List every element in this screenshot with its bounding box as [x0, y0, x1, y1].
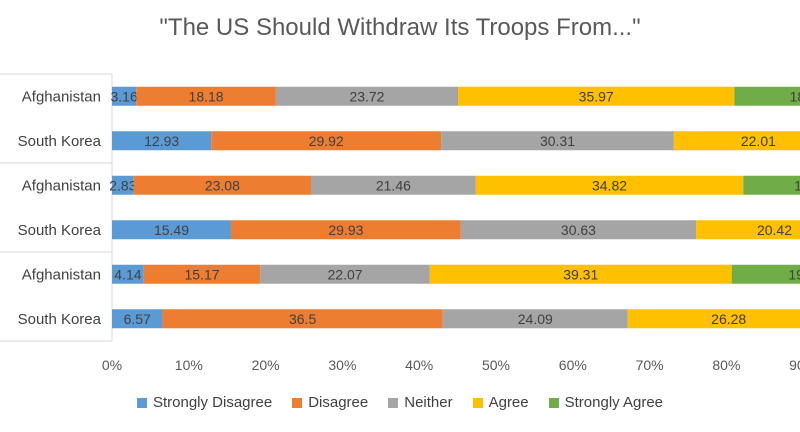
- data-label: 18.97: [790, 88, 800, 104]
- category-label: Afghanistan: [22, 88, 101, 105]
- x-tick-label: 0%: [102, 357, 122, 373]
- bar-segment: [260, 264, 430, 284]
- bar-segment: [310, 175, 476, 195]
- category-label: South Korea: [18, 222, 102, 239]
- category-label: Afghanistan: [22, 177, 101, 194]
- bar-segment: [734, 86, 800, 106]
- category-label: Afghanistan: [22, 266, 101, 283]
- x-tick-label: 90%: [789, 357, 800, 373]
- bar-segment: [143, 264, 261, 284]
- legend-swatch: [136, 397, 147, 408]
- data-label: 4.14: [114, 266, 141, 282]
- legend-label: Strongly Agree: [564, 394, 664, 411]
- data-label: 17.81: [794, 177, 800, 193]
- x-tick-label: 60%: [559, 357, 587, 373]
- legend-label: Strongly Disagree: [152, 394, 273, 411]
- data-label: 6.57: [124, 311, 151, 327]
- data-label: 35.97: [579, 88, 614, 104]
- data-label: 20.42: [757, 222, 792, 238]
- bar-segment: [112, 131, 212, 151]
- bar-segment: [230, 220, 461, 240]
- x-tick-label: 20%: [252, 357, 280, 373]
- bar-segment: [112, 175, 134, 195]
- legend-item: Strongly Agree: [548, 394, 664, 411]
- data-label: 19.31: [788, 266, 800, 282]
- legend-item: Agree: [472, 394, 529, 411]
- data-label: 29.93: [328, 222, 363, 238]
- data-label: 29.92: [309, 133, 344, 149]
- bar-segment: [136, 86, 276, 106]
- data-label: 15.17: [185, 266, 220, 282]
- legend-swatch: [472, 397, 483, 408]
- x-tick-label: 30%: [328, 357, 356, 373]
- category-label: South Korea: [18, 133, 102, 150]
- data-label: 39.31: [563, 266, 598, 282]
- data-label: 24.09: [518, 311, 553, 327]
- data-label: 22.01: [741, 133, 776, 149]
- chart-legend: Strongly Disagree Disagree Neither Agree Str…: [0, 394, 800, 411]
- x-tick-label: 70%: [636, 357, 664, 373]
- category-label: South Korea: [18, 311, 102, 328]
- bar-segment: [731, 264, 800, 284]
- data-label: 12.93: [144, 133, 179, 149]
- x-tick-label: 10%: [175, 357, 203, 373]
- bar-segment: [460, 220, 697, 240]
- bar-segment: [627, 309, 800, 329]
- bar-segment: [112, 264, 144, 284]
- data-label: 22.07: [328, 266, 363, 282]
- bar-segment: [112, 86, 137, 106]
- legend-swatch: [292, 397, 303, 408]
- legend-swatch: [388, 397, 399, 408]
- legend-label: Agree: [488, 394, 529, 411]
- data-label: 23.08: [205, 177, 240, 193]
- data-label: 3.16: [111, 88, 138, 104]
- data-label: 30.31: [540, 133, 575, 149]
- data-label: 18.18: [189, 88, 224, 104]
- data-label: 34.82: [592, 177, 627, 193]
- bar-segment: [211, 131, 442, 151]
- bar-segment: [673, 131, 800, 151]
- data-label: 15.49: [154, 222, 189, 238]
- legend-item: Neither: [388, 394, 453, 411]
- x-tick-label: 50%: [482, 357, 510, 373]
- bar-segment: [696, 220, 800, 240]
- legend-item: Disagree: [292, 394, 368, 411]
- bar-segment: [133, 175, 311, 195]
- legend-swatch: [548, 397, 559, 408]
- bar-segment: [275, 86, 459, 106]
- chart-title: "The US Should Withdraw Its Troops From.…: [159, 14, 641, 41]
- data-label: 23.72: [349, 88, 384, 104]
- bar-segment: [475, 175, 744, 195]
- bar-segment: [442, 309, 628, 329]
- data-label: 26.28: [711, 311, 746, 327]
- bar-segment: [743, 175, 800, 195]
- x-tick-label: 80%: [712, 357, 740, 373]
- data-label: 30.63: [561, 222, 596, 238]
- data-label: 21.46: [376, 177, 411, 193]
- bar-segment: [112, 309, 163, 329]
- bar-segment: [458, 86, 735, 106]
- bar-segment: [162, 309, 443, 329]
- data-label: 2.83: [109, 177, 136, 193]
- bar-segment: [441, 131, 674, 151]
- bar-segment: [112, 220, 231, 240]
- legend-label: Disagree: [308, 394, 369, 411]
- data-label: 36.5: [289, 311, 316, 327]
- x-tick-label: 40%: [405, 357, 433, 373]
- legend-item: Strongly Disagree: [136, 394, 273, 411]
- bar-segment: [429, 264, 732, 284]
- legend-label: Neither: [404, 394, 453, 411]
